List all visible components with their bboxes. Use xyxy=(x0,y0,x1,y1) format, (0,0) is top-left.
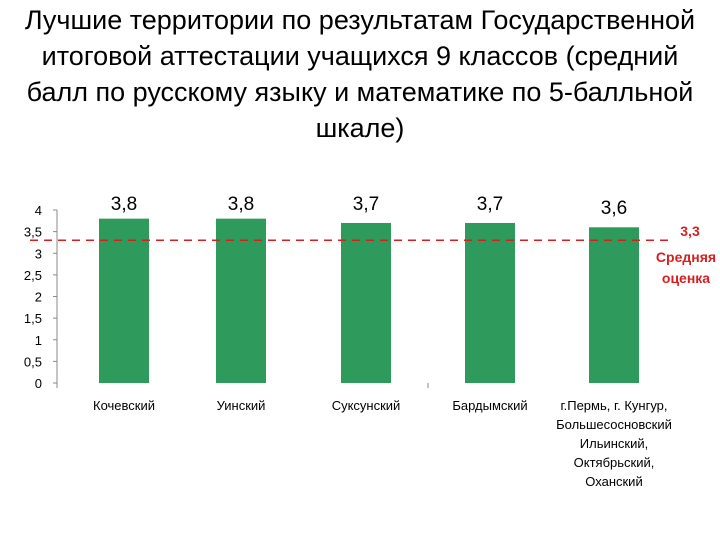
chart-title-line: шкале) xyxy=(315,113,405,143)
bar-value-label: 3,8 xyxy=(228,194,254,215)
chart-title-line: балл по русскому языку и математике по 5… xyxy=(26,77,694,107)
y-tick-label: 4 xyxy=(35,203,42,218)
bar-value-label: 3,7 xyxy=(477,194,503,215)
bar xyxy=(216,218,266,383)
y-tick-label: 2 xyxy=(35,290,42,305)
bar xyxy=(341,222,391,383)
x-category-label: Октябрьский, xyxy=(574,455,655,470)
average-caption: Средняя xyxy=(656,249,716,265)
y-tick-label: 0 xyxy=(35,376,42,391)
x-category-label: Суксунский xyxy=(332,398,401,413)
bar xyxy=(465,222,515,383)
chart-title-line: Лучшие территории по результатам Государ… xyxy=(24,5,696,35)
x-category-label: Кочевский xyxy=(93,398,155,413)
x-category-label: г.Пермь, г. Кунгур, xyxy=(560,398,667,413)
chart-title: Лучшие территории по результатам Государ… xyxy=(0,2,720,146)
y-tick-label: 2,5 xyxy=(24,268,42,283)
bar-value-label: 3,6 xyxy=(601,198,627,219)
bar-value-label: 3,7 xyxy=(353,194,379,215)
y-tick-label: 3 xyxy=(35,246,42,261)
bar xyxy=(589,227,639,383)
x-category-label: Бардымский xyxy=(452,398,527,413)
x-category-label: Ильинский, xyxy=(580,436,648,451)
bar-value-label: 3,8 xyxy=(111,194,137,215)
x-category-label: Уинский xyxy=(217,398,266,413)
y-tick-label: 1,5 xyxy=(24,311,42,326)
x-category-label: Большесосновский xyxy=(556,417,672,432)
x-category-label: Оханский xyxy=(585,474,642,489)
chart-title-line: итоговой аттестации учащихся 9 классов (… xyxy=(41,41,679,71)
y-tick-label: 0,5 xyxy=(24,354,42,369)
average-caption: оценка xyxy=(662,270,710,286)
average-value-label: 3,3 xyxy=(680,223,700,239)
y-tick-label: 3,5 xyxy=(24,225,42,240)
y-tick-label: 1 xyxy=(35,333,42,348)
bar xyxy=(99,218,149,383)
